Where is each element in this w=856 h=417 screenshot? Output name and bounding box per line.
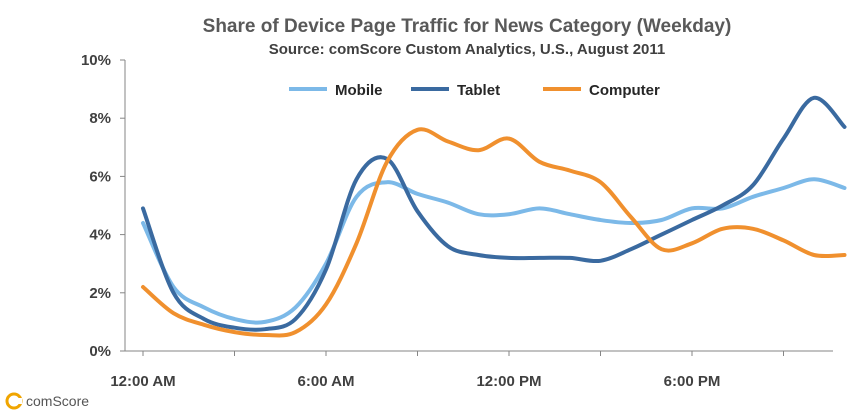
- y-tick-label: 10%: [81, 52, 111, 69]
- y-tick-label: 8%: [89, 110, 111, 127]
- y-tick-label: 4%: [89, 227, 111, 244]
- legend-label-mobile: Mobile: [335, 82, 383, 99]
- chart-title: Share of Device Page Traffic for News Ca…: [203, 16, 732, 37]
- brand-name: comScore: [26, 393, 89, 409]
- x-tick-label: 12:00 AM: [110, 373, 175, 390]
- series-line-computer: [141, 127, 847, 338]
- y-tick-label: 0%: [89, 343, 111, 360]
- brand-logo: comScore: [5, 392, 89, 410]
- chart-subtitle: Source: comScore Custom Analytics, U.S.,…: [269, 41, 666, 58]
- y-tick-label: 6%: [89, 168, 111, 185]
- legend-label-tablet: Tablet: [457, 82, 500, 99]
- legend-label-computer: Computer: [589, 82, 660, 99]
- x-tick-label: 6:00 PM: [664, 373, 721, 390]
- comscore-logo-icon: [5, 392, 23, 410]
- series-group: [141, 95, 847, 338]
- legend: Mobile Tablet Computer: [289, 82, 660, 99]
- series-line-tablet: [141, 95, 847, 332]
- y-tick-label: 2%: [89, 285, 111, 302]
- x-tick-label: 12:00 PM: [476, 373, 541, 390]
- x-tick-label: 6:00 AM: [298, 373, 355, 390]
- series-line-mobile: [141, 177, 847, 325]
- axes: 0% 2% 4% 6% 8% 10% 12:00 AM 6:00 AM 12:00 PM 6:00…: [81, 52, 833, 390]
